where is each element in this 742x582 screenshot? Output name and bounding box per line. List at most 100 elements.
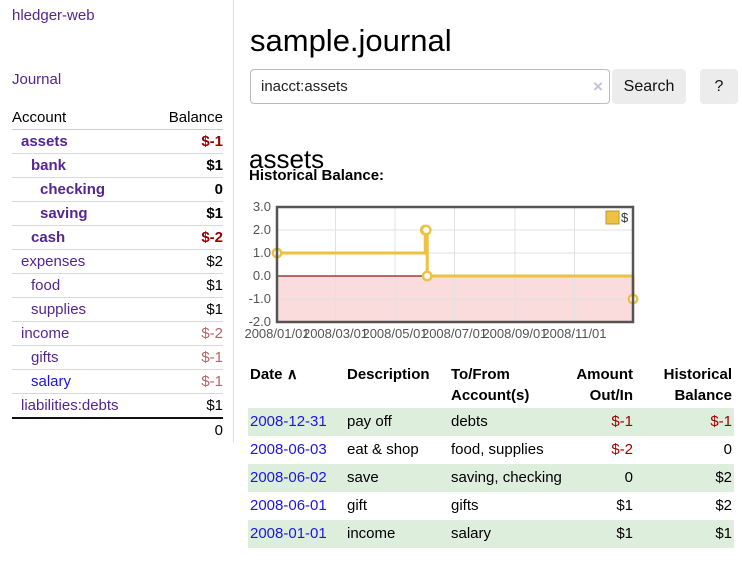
legend-label: $ (621, 210, 629, 225)
account-balance: $1 (150, 393, 223, 419)
register-balance: $1 (635, 520, 734, 548)
x-tick-label: 2008/11/01 (542, 326, 606, 341)
y-tick-label: 0.0 (253, 268, 271, 283)
help-button[interactable]: ? (700, 69, 738, 104)
account-balance: $1 (150, 201, 223, 226)
sidebar-item-journal[interactable]: Journal (12, 71, 62, 88)
register-description: gift (347, 497, 368, 514)
account-link[interactable]: gifts (31, 349, 59, 366)
register-balance: $2 (635, 464, 734, 492)
register-amount: $1 (570, 520, 635, 548)
y-tick-label: 1.0 (253, 245, 271, 260)
register-row: 2008-12-31 pay off debts $-1 $-1 (248, 408, 734, 436)
register-accounts: salary (449, 520, 570, 548)
register-balance: $-1 (635, 408, 734, 436)
account-balance: $1 (150, 153, 223, 178)
account-row: cash $-2 (12, 225, 223, 250)
account-link[interactable]: liabilities:debts (21, 397, 119, 414)
register-amount: $-1 (570, 408, 635, 436)
account-link[interactable]: assets (21, 133, 68, 150)
account-link[interactable]: food (31, 277, 61, 294)
register-row: 2008-06-02 save saving, checking 0 $2 (248, 464, 734, 492)
register-header-date[interactable]: Date ∧ (250, 366, 298, 383)
account-balance: $-1 (150, 369, 223, 394)
register-header-balance[interactable]: Historical Balance (663, 366, 732, 404)
x-tick-label: 2008/09/01 (482, 326, 547, 341)
data-point-marker (420, 224, 432, 236)
register-table: Date ∧ Description To/From Account(s) Am… (248, 362, 734, 548)
account-row: expenses $2 (12, 249, 223, 274)
historical-balance-label: Historical Balance: (249, 167, 385, 184)
register-header-description[interactable]: Description (347, 366, 430, 383)
register-description: pay off (345, 408, 449, 436)
data-point-marker (421, 270, 433, 282)
register-row: 2008-06-03 eat & shop food, supplies $-2 0 (248, 436, 734, 464)
register-amount: $-2 (611, 441, 633, 458)
brand-link[interactable]: hledger-web (12, 7, 95, 24)
account-balance: 0 (150, 177, 223, 202)
register-date-link[interactable]: 2008-06-01 (250, 497, 327, 514)
search-button[interactable]: Search (612, 69, 686, 104)
accounts-header-balance: Balance (150, 108, 223, 130)
register-accounts: food, supplies (451, 441, 544, 458)
x-tick-label: 2008/05/01 (362, 326, 427, 341)
register-date-link[interactable]: 2008-06-03 (250, 441, 327, 458)
register-date-link[interactable]: 2008-01-01 (250, 525, 327, 542)
account-link[interactable]: saving (40, 205, 88, 222)
account-row: checking 0 (12, 177, 223, 202)
register-accounts: gifts (451, 497, 479, 514)
page-title: sample.journal (250, 22, 452, 58)
y-tick-label: 2.0 (253, 222, 271, 237)
sort-ascending-icon: ∧ (286, 366, 298, 383)
account-link[interactable]: checking (40, 181, 106, 198)
accounts-header-account: Account (12, 108, 150, 130)
y-tick-label: 3.0 (253, 199, 271, 214)
account-row: saving $1 (12, 201, 223, 226)
account-link[interactable]: cash (31, 229, 66, 246)
search-input[interactable] (250, 69, 610, 104)
register-row: 2008-01-01 income salary $1 $1 (248, 520, 734, 548)
account-link[interactable]: expenses (21, 253, 86, 270)
account-balance: $2 (150, 249, 223, 274)
account-link[interactable]: income (21, 325, 70, 342)
account-row: salary $-1 (12, 369, 223, 394)
x-tick-label: 2008/03/01 (303, 326, 368, 341)
account-balance: $1 (150, 273, 223, 298)
accounts-table: Account Balance assets $-1 bank $1 checking 0… (12, 108, 223, 442)
account-link[interactable]: salary (31, 373, 72, 390)
account-heading: assets (249, 143, 325, 174)
account-link[interactable]: bank (31, 157, 67, 174)
y-tick-label: -1.0 (249, 291, 271, 306)
legend-swatch-icon (605, 210, 620, 225)
register-amount: $1 (616, 497, 633, 514)
clear-search-icon[interactable]: × (593, 77, 603, 96)
register-row: 2008-06-01 gift gifts $1 $2 (248, 492, 734, 520)
account-row: income $-2 (12, 321, 223, 346)
y-tick-label: -2.0 (249, 314, 271, 329)
account-balance: $-2 (150, 321, 223, 346)
accounts-total-row: 0 (12, 417, 223, 442)
x-tick-label: 2008/01/01 (244, 326, 309, 341)
register-date-link[interactable]: 2008-12-31 (250, 413, 327, 430)
account-balance: $-2 (150, 225, 223, 250)
account-row: assets $-1 (12, 129, 223, 154)
account-row: liabilities:debts $1 (12, 393, 223, 419)
register-date-link[interactable]: 2008-06-02 (250, 469, 327, 486)
account-balance: $-1 (150, 129, 223, 154)
register-balance: $2 (715, 497, 732, 514)
sidebar-divider (233, 0, 234, 442)
register-header-accounts[interactable]: To/From Account(s) (451, 366, 530, 404)
account-row: supplies $1 (12, 297, 223, 322)
account-row: bank $1 (12, 153, 223, 178)
account-balance: $1 (150, 297, 223, 322)
account-link[interactable]: supplies (31, 301, 87, 318)
register-accounts: saving, checking (449, 464, 570, 492)
account-row: food $1 (12, 273, 223, 298)
register-amount: 0 (570, 464, 635, 492)
accounts-total-value: 0 (150, 417, 223, 442)
register-description: eat & shop (347, 441, 419, 458)
account-balance: $-1 (150, 345, 223, 370)
register-header-amount[interactable]: Amount Out/In (576, 366, 633, 404)
plot-border (275, 205, 635, 324)
register-description: income (345, 520, 449, 548)
